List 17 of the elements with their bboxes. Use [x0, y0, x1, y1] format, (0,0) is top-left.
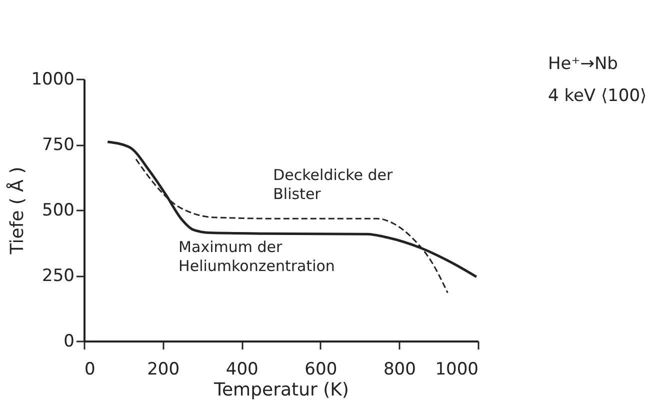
y-tick-label: 750: [42, 135, 74, 155]
x-tick-label: 400: [226, 360, 258, 380]
series-label: Deckeldicke der Blister: [273, 166, 394, 204]
text: He⁺→Nb: [548, 53, 619, 76]
x-axis-title: Temperatur (K): [213, 380, 349, 400]
x-tick-label: 800: [383, 360, 416, 380]
y-tick-label: 500: [42, 200, 74, 220]
y-tick-label: 0: [64, 332, 74, 352]
y-tick-label: 1000: [31, 70, 74, 90]
text: 4 keV ⟨100⟩: [548, 85, 647, 108]
series-label: Maximum der Heliumkonzentration: [178, 238, 335, 276]
y-axis-title: Tiefe ( Å ): [6, 166, 28, 256]
x-tick-label: 0: [84, 360, 96, 380]
x-tick-label: 1000: [435, 360, 478, 380]
x-tick-label: 600: [304, 360, 338, 380]
x-tick-label: 200: [147, 360, 180, 380]
y-tick-label: 250: [42, 266, 74, 286]
